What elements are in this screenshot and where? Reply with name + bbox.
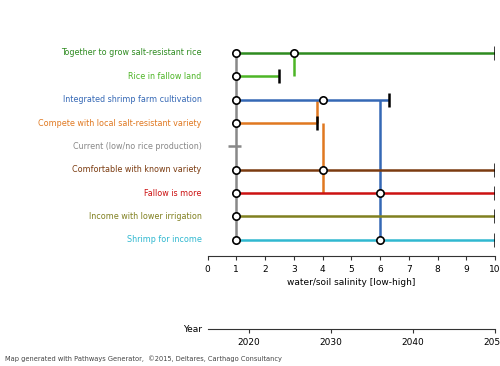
Point	[376, 237, 384, 243]
Point	[232, 237, 240, 243]
Point	[232, 190, 240, 196]
Text: Shrimp for income: Shrimp for income	[127, 235, 202, 244]
Text: Current (low/no rice production): Current (low/no rice production)	[73, 142, 202, 151]
Text: Comfortable with known variety: Comfortable with known variety	[72, 165, 202, 174]
Text: Income with lower irrigation: Income with lower irrigation	[89, 212, 202, 221]
Point	[232, 97, 240, 102]
Point	[232, 213, 240, 219]
Text: Compete with local salt-resistant variety: Compete with local salt-resistant variet…	[38, 119, 202, 127]
Text: Map generated with Pathways Generator,  ©2015, Deltares, Carthago Consultancy: Map generated with Pathways Generator, ©…	[5, 356, 282, 362]
Text: Integrated shrimp farm cultivation: Integrated shrimp farm cultivation	[63, 95, 202, 104]
Point	[290, 50, 298, 56]
Text: water/soil salinity [low-high]: water/soil salinity [low-high]	[287, 278, 416, 287]
Point	[318, 97, 326, 102]
Point	[232, 120, 240, 126]
Point	[232, 74, 240, 79]
Text: Year: Year	[183, 325, 202, 334]
Point	[232, 167, 240, 173]
Text: Fallow is more: Fallow is more	[144, 188, 202, 198]
Text: Rice in fallow land: Rice in fallow land	[128, 72, 202, 81]
Point	[376, 190, 384, 196]
Point	[318, 167, 326, 173]
Point	[232, 50, 240, 56]
Text: Together to grow salt-resistant rice: Together to grow salt-resistant rice	[61, 48, 202, 57]
